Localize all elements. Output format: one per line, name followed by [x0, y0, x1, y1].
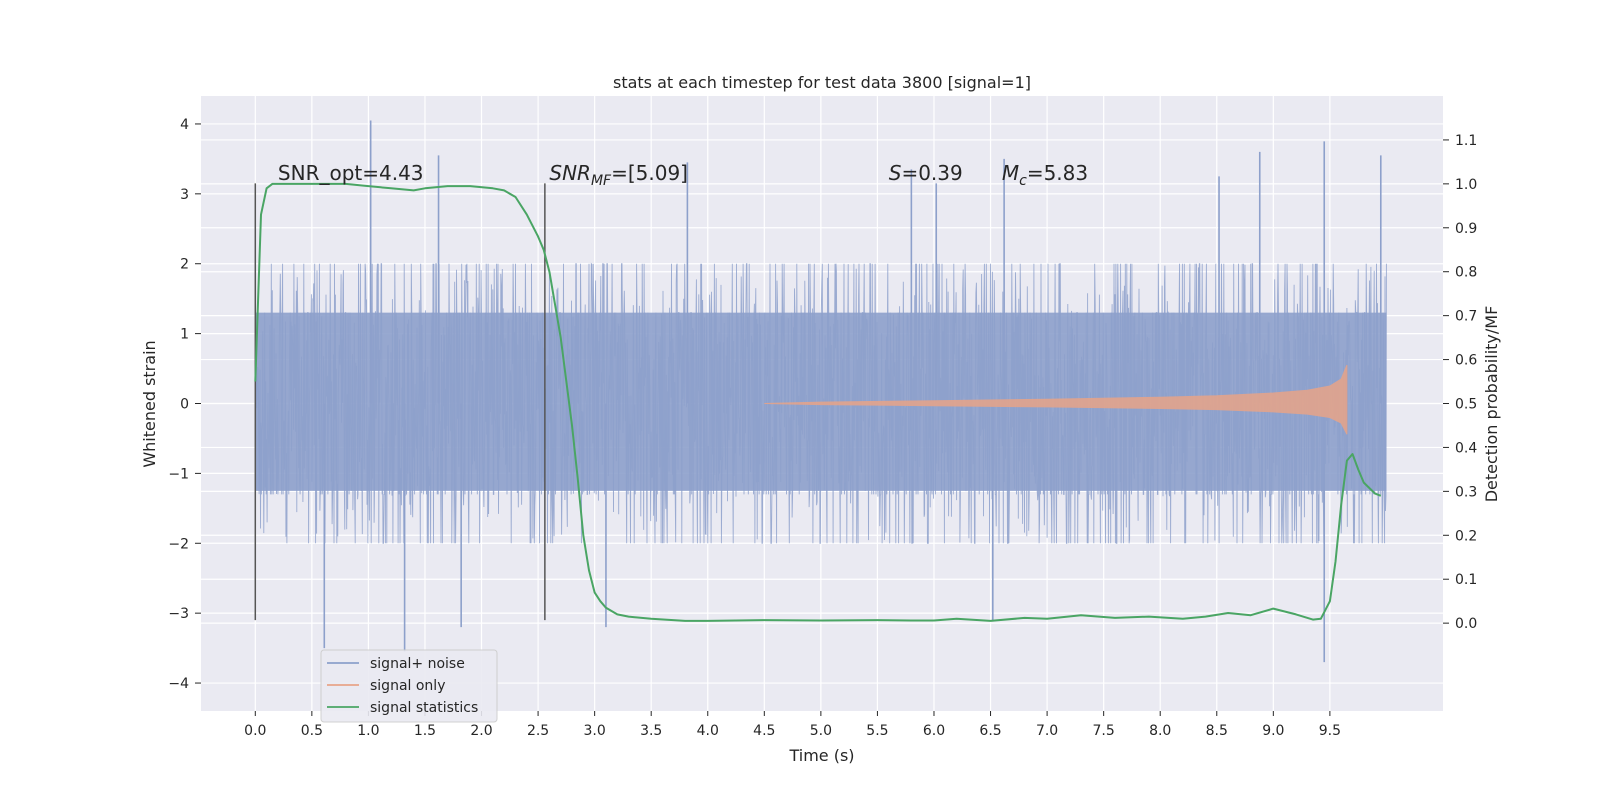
x-tick-label: 6.0 — [923, 723, 945, 739]
y-right-tick-label: 0.1 — [1455, 572, 1477, 588]
y-left-tick-label: 0 — [180, 397, 189, 413]
x-tick-label: 7.5 — [1093, 723, 1115, 739]
y-left-tick-label: −2 — [168, 536, 189, 552]
y-right-tick-label: 0.0 — [1455, 616, 1477, 632]
y-left-tick-label: −4 — [168, 676, 189, 692]
legend-label-signal-plus-noise: signal+ noise — [370, 656, 465, 672]
y-right-tick-label: 0.6 — [1455, 353, 1477, 369]
x-tick-label: 7.0 — [1036, 723, 1058, 739]
statistics-line — [254, 182, 1382, 622]
annotation-0: SNR_opt=4.43 — [278, 161, 424, 185]
y-left-tick-label: 3 — [180, 187, 189, 203]
x-tick-label: 8.5 — [1206, 723, 1228, 739]
y-right-tick-label: 0.8 — [1455, 265, 1477, 281]
y-axis-label-right: Detection probability/MF — [1482, 306, 1501, 503]
x-tick-label: 9.5 — [1319, 723, 1341, 739]
legend-label-signal-statistics: signal statistics — [370, 700, 478, 716]
x-tick-label: 2.5 — [527, 723, 549, 739]
y-right-tick-label: 1.0 — [1455, 177, 1477, 193]
series-signal-only — [764, 364, 1348, 435]
x-tick-label: 4.5 — [753, 723, 775, 739]
annotation-3: Mc=5.83 — [1002, 161, 1088, 189]
chart-title: stats at each timestep for test data 380… — [613, 73, 1031, 92]
legend-box — [320, 649, 498, 723]
axis-ticks: 0.0 0.5 1.0 1.5 2.0 2.5 3.0 3.5 4.0 4.5 5.0 5.5 6.0 6… — [168, 117, 1477, 739]
x-tick-label: 5.0 — [810, 723, 832, 739]
chirp-envelope — [764, 364, 1348, 435]
y-left-tick-label: 2 — [180, 257, 189, 273]
series-signal-statistics — [254, 182, 1382, 622]
x-tick-label: 0.5 — [301, 723, 323, 739]
x-tick-label: 8.0 — [1149, 723, 1171, 739]
x-tick-label: 5.5 — [866, 723, 888, 739]
y-left-tick-label: −3 — [168, 606, 189, 622]
legend-label-signal-only: signal only — [370, 678, 445, 694]
y-left-tick-label: 1 — [180, 327, 189, 343]
x-tick-label: 4.0 — [697, 723, 719, 739]
y-right-tick-label: 0.5 — [1455, 397, 1477, 413]
x-tick-label: 9.0 — [1262, 723, 1284, 739]
y-right-tick-label: 0.3 — [1455, 484, 1477, 500]
x-tick-label: 1.0 — [357, 723, 379, 739]
y-left-tick-label: 4 — [180, 117, 189, 133]
x-tick-label: 3.0 — [584, 723, 606, 739]
y-right-tick-label: 0.2 — [1455, 528, 1477, 544]
annotation-2: S=0.39 — [889, 161, 963, 185]
x-tick-label: 1.5 — [414, 723, 436, 739]
annotation-1: SNRMF=[5.09] — [549, 161, 688, 189]
x-axis-label: Time (s) — [788, 746, 854, 765]
legend: signal+ noise signal only signal statist… — [320, 649, 498, 723]
y-right-tick-label: 0.7 — [1455, 309, 1477, 325]
x-tick-label: 6.5 — [979, 723, 1001, 739]
annotations: SNR_opt=4.43 SNRMF=[5.09] S=0.39 Mc=5.83 — [278, 161, 1088, 189]
y-right-tick-label: 1.1 — [1455, 133, 1477, 149]
y-right-tick-label: 0.9 — [1455, 221, 1477, 237]
x-tick-label: 2.0 — [470, 723, 492, 739]
x-tick-label: 0.0 — [244, 723, 266, 739]
y-axis-label-left: Whitened strain — [140, 340, 159, 467]
y-right-tick-label: 0.4 — [1455, 440, 1477, 456]
y-left-tick-label: −1 — [168, 466, 189, 482]
x-tick-label: 3.5 — [640, 723, 662, 739]
